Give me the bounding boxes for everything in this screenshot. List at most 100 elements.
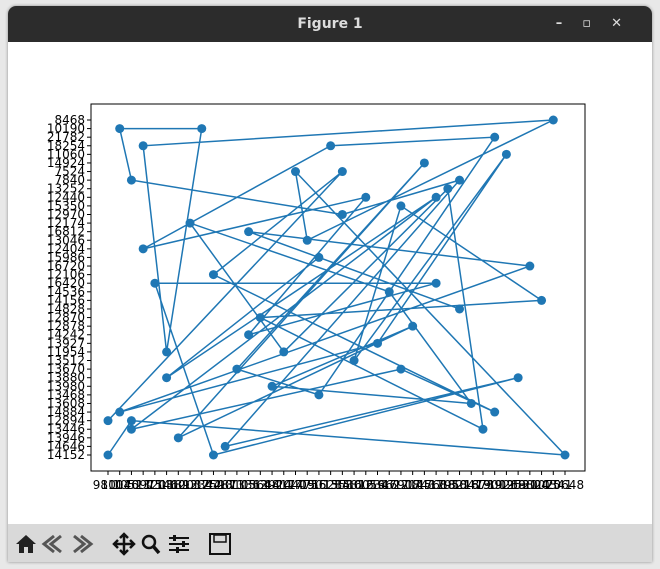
toolbar <box>8 524 652 562</box>
y-tick-label: 12970 <box>47 207 85 221</box>
y-tick-label: 14242 <box>47 328 85 342</box>
data-point <box>162 347 172 357</box>
x-tick-label: 10975 <box>124 478 162 492</box>
y-tick-label: 14924 <box>47 156 85 170</box>
zoom-button[interactable] <box>141 534 157 550</box>
x-tick-label: 17431 <box>405 478 443 492</box>
data-point <box>466 398 476 408</box>
data-point <box>455 175 465 185</box>
y-tick-label: 13046 <box>47 233 85 247</box>
data-point <box>455 304 465 314</box>
y-tick-label: 18254 <box>47 139 85 153</box>
data-point <box>103 416 113 426</box>
data-point <box>103 450 113 460</box>
y-tick-label: 10190 <box>47 122 85 136</box>
data-point <box>279 347 289 357</box>
data-point <box>126 424 136 434</box>
data-point <box>396 364 406 374</box>
y-tick-label: 12440 <box>47 190 85 204</box>
x-tick-label: 16059 <box>347 478 385 492</box>
y-tick-label: 13980 <box>47 379 85 393</box>
window: Figure 1 –▫✕ 9811 10046 10523 10975 11208 114… <box>8 6 652 562</box>
x-tick-label: 11460 <box>147 478 185 492</box>
x-tick-label: 16908 <box>382 478 420 492</box>
data-point <box>126 416 136 426</box>
y-tick-label: 14536 <box>47 285 85 299</box>
x-tick-label: 9811 <box>93 478 124 492</box>
data-point <box>513 373 523 383</box>
x-tick-label: 13362 <box>230 478 268 492</box>
data-point <box>548 115 558 125</box>
x-tick-label: 13105 <box>218 478 256 492</box>
data-point <box>208 270 218 280</box>
data-point <box>490 132 500 142</box>
toolbar-icons[interactable] <box>14 532 234 556</box>
x-tick-label: 11208 <box>136 478 174 492</box>
data-point <box>138 141 148 151</box>
y-tick-label: 14884 <box>47 405 85 419</box>
x-tick-label: 14409 <box>276 478 314 492</box>
data-point <box>396 201 406 211</box>
x-tick-label: 20341 <box>534 478 572 492</box>
y-tick-label: 12894 <box>47 414 85 428</box>
data-point <box>501 149 511 159</box>
data-point <box>115 407 125 417</box>
x-tick-label: 14756 <box>288 478 326 492</box>
data-point <box>560 450 570 460</box>
data-point <box>197 124 207 134</box>
forward-button[interactable] <box>73 534 94 554</box>
chart: 9811100461052310975112081146011893120371… <box>47 103 586 492</box>
home-button[interactable] <box>16 535 36 553</box>
y-tick-label: 16812 <box>47 225 85 239</box>
x-tick-label: 10046 <box>101 478 139 492</box>
data-point <box>337 209 347 219</box>
data-point <box>173 433 183 443</box>
data-point <box>302 235 312 245</box>
y-tick-label: 11954 <box>47 345 85 359</box>
y-tick-label: 15350 <box>47 199 85 213</box>
x-tick-label: 15530 <box>323 478 361 492</box>
x-tick-label: 19002 <box>476 478 514 492</box>
data-point <box>138 244 148 254</box>
x-tick-label: 11893 <box>159 478 197 492</box>
x-tick-label: 14177 <box>265 478 303 492</box>
x-tick-label: 19531 <box>499 478 537 492</box>
y-tick-label: 7840 <box>54 173 85 187</box>
data-point <box>478 424 488 434</box>
data-point <box>443 184 453 194</box>
x-tick-label: 10523 <box>112 478 150 492</box>
y-tick-label: 13512 <box>47 354 85 368</box>
y-tick-label: 11060 <box>47 147 85 161</box>
y-tick-label: 12106 <box>47 268 85 282</box>
data-point <box>244 227 254 237</box>
y-tick-label: 14828 <box>47 302 85 316</box>
y-tick-label: 13880 <box>47 371 85 385</box>
window-controls[interactable]: –▫✕ <box>555 16 642 31</box>
y-tick-label: 12174 <box>47 216 85 230</box>
y-tick-label: 12878 <box>47 319 85 333</box>
back-button[interactable] <box>41 534 62 554</box>
save-button[interactable] <box>209 533 231 555</box>
y-tick-label: 16720 <box>47 259 85 273</box>
x-tick-label: 15284 <box>312 478 350 492</box>
data-point <box>208 450 218 460</box>
pan-button[interactable] <box>112 532 136 556</box>
data-point <box>349 356 359 366</box>
data-point <box>290 167 300 177</box>
x-tick-label: 17950 <box>429 478 467 492</box>
plot-area <box>90 103 586 472</box>
data-point <box>326 141 336 151</box>
x-tick-label: 18216 <box>440 478 478 492</box>
y-tick-label: 16420 <box>47 276 85 290</box>
data-point <box>185 218 195 228</box>
x-tick-label: 17145 <box>394 478 432 492</box>
data-point <box>337 167 347 177</box>
data-point <box>244 330 254 340</box>
data-point <box>150 278 160 288</box>
x-tick-label: 20075 <box>522 478 560 492</box>
window-title: Figure 1 <box>297 16 363 32</box>
data-point <box>267 381 277 391</box>
x-tick-label: 12871 <box>206 478 244 492</box>
data-point <box>162 373 172 383</box>
data-point <box>255 313 265 323</box>
